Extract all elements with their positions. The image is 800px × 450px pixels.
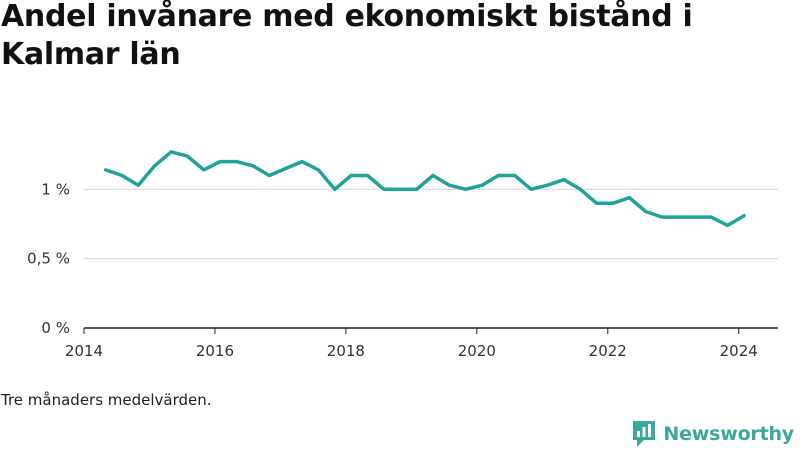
y-tick-labels: 0 % 0,5 % 1 % — [27, 180, 70, 337]
newsworthy-logo-icon — [633, 421, 656, 447]
series-line — [103, 150, 746, 228]
y-tick-label: 0 % — [41, 319, 70, 337]
y-gridlines — [84, 188, 778, 329]
x-tick-label: 2016 — [196, 342, 234, 360]
x-tick-label: 2014 — [65, 342, 103, 360]
x-tick-label: 2024 — [720, 342, 758, 360]
x-axis: 2014 2016 2018 2020 2022 2024 — [65, 328, 758, 360]
x-tick-label: 2020 — [458, 342, 496, 360]
y-tick-label: 0,5 % — [27, 250, 70, 268]
y-tick-label: 1 % — [41, 180, 70, 198]
brand-logo: Newsworthy — [631, 419, 794, 449]
series-lines — [103, 150, 746, 228]
brand-name: Newsworthy — [663, 423, 794, 445]
x-tick-label: 2018 — [327, 342, 365, 360]
chart-title: Andel invånare med ekonomiskt bistånd i … — [1, 0, 693, 72]
x-tick-label: 2022 — [589, 342, 627, 360]
footnote: Tre månaders medelvärden. — [1, 391, 212, 409]
